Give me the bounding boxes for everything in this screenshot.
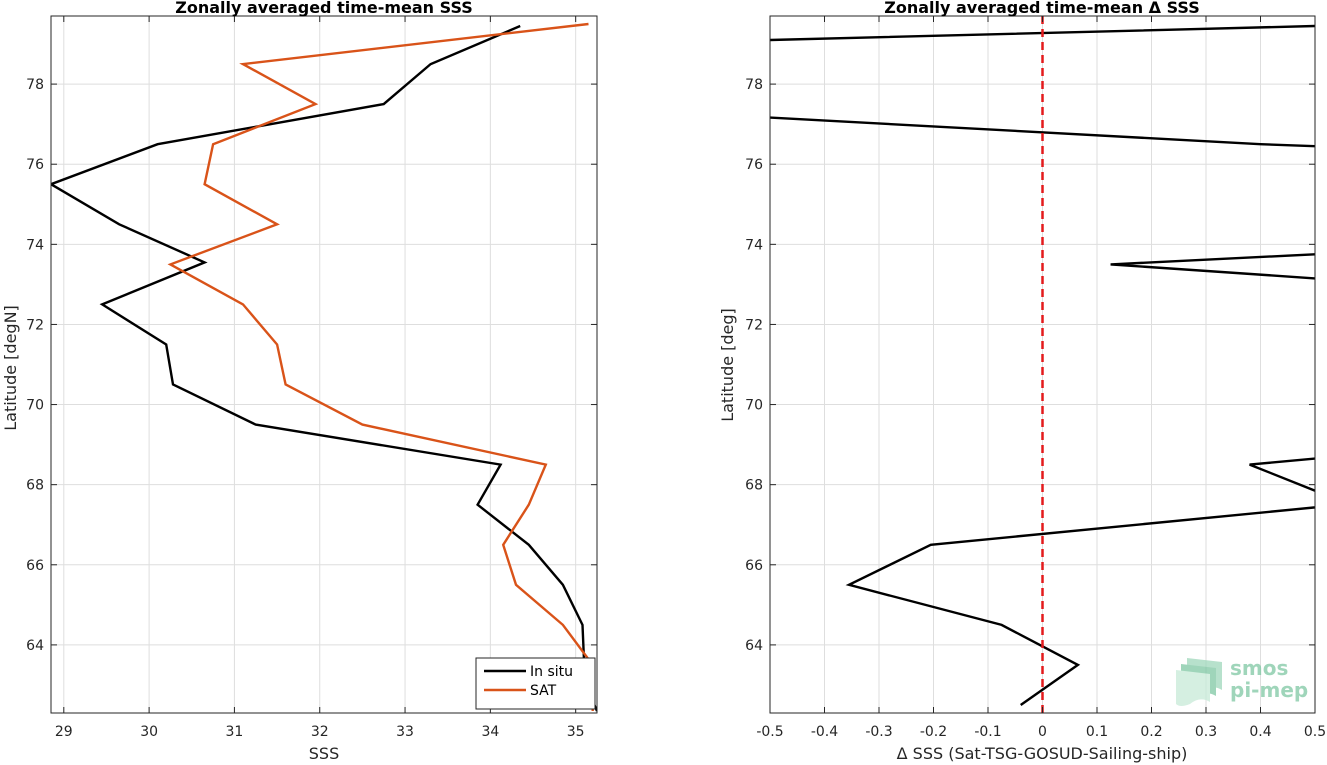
logo-text-line2: pi-mep (1230, 678, 1308, 702)
right-panel-delta-sss: -0.5 -0.4 -0.3 -0.2 -0.1 0 0.1 0.2 0.3 0.4 0.5 646… (718, 0, 1326, 763)
right-x-ticks: -0.5 -0.4 -0.3 -0.2 -0.1 0 0.1 0.2 0.3 0.4 0.5 (756, 16, 1326, 740)
logo-text-line1: smos (1230, 656, 1288, 680)
x-tick-label: 31 (226, 724, 244, 740)
x-tick-label: -0.4 (811, 724, 838, 740)
x-tick-label: 35 (567, 724, 585, 740)
y-tick-label: 68 (26, 478, 44, 494)
right-y-axis-label: Latitude [deg] (718, 308, 737, 422)
x-tick-label: 0.4 (1249, 724, 1271, 740)
left-series-group (51, 22, 597, 712)
legend: In situ SAT (475, 657, 596, 710)
y-tick-label: 78 (26, 77, 44, 93)
x-tick-label: 0.2 (1140, 724, 1162, 740)
y-tick-label: 64 (745, 638, 763, 654)
series-line-delta-0 (770, 24, 1315, 706)
left-axes-frame (50, 15, 598, 714)
left-chart-title: Zonally averaged time-mean SSS (175, 0, 473, 17)
left-grid (51, 16, 597, 713)
y-tick-label: 76 (26, 157, 44, 173)
left-x-ticks: 29 30 31 32 33 34 35 (55, 16, 585, 740)
y-tick-label: 66 (745, 558, 763, 574)
logo-wave-icon (1176, 658, 1222, 706)
y-tick-label: 64 (26, 638, 44, 654)
x-tick-label: 0.5 (1304, 724, 1326, 740)
legend-box (475, 657, 596, 710)
legend-label-in-situ: In situ (530, 664, 573, 680)
x-tick-label: 0.3 (1195, 724, 1217, 740)
y-tick-label: 74 (26, 237, 44, 253)
y-tick-label: 66 (26, 558, 44, 574)
right-chart-title: Zonally averaged time-mean Δ SSS (884, 0, 1200, 17)
y-tick-label: 72 (26, 317, 44, 333)
x-tick-label: -0.1 (974, 724, 1001, 740)
right-x-axis-label: Δ SSS (Sat-TSG-GOSUD-Sailing-ship) (897, 744, 1188, 763)
x-tick-label: 0.1 (1086, 724, 1108, 740)
y-tick-label: 76 (745, 157, 763, 173)
y-tick-label: 68 (745, 478, 763, 494)
x-tick-label: 34 (481, 724, 499, 740)
x-tick-label: -0.2 (920, 724, 947, 740)
y-tick-label: 74 (745, 237, 763, 253)
x-tick-label: 30 (140, 724, 158, 740)
right-y-ticks: 64 66 68 70 72 74 76 78 (745, 77, 1315, 654)
x-tick-label: -0.3 (865, 724, 892, 740)
x-tick-label: 32 (311, 724, 329, 740)
legend-label-sat: SAT (530, 683, 557, 699)
series-line-sat (167, 22, 594, 711)
left-y-ticks: 64 66 68 70 72 74 76 78 (26, 77, 597, 654)
x-tick-label: 0 (1038, 724, 1047, 740)
right-series-group (770, 24, 1315, 706)
series-line-in-situ (51, 24, 597, 712)
x-tick-label: 29 (55, 724, 73, 740)
x-tick-label: -0.5 (756, 724, 783, 740)
left-panel-sss: 29 30 31 32 33 34 35 64 66 68 70 72 74 76 78 Zonally … (1, 0, 598, 763)
left-y-axis-label: Latitude [degN] (1, 305, 20, 431)
y-tick-label: 72 (745, 317, 763, 333)
y-tick-label: 70 (26, 398, 44, 414)
smos-pi-mep-logo: smos pi-mep (1176, 656, 1308, 706)
left-x-axis-label: SSS (309, 744, 339, 763)
y-tick-label: 78 (745, 77, 763, 93)
y-tick-label: 70 (745, 398, 763, 414)
x-tick-label: 33 (396, 724, 414, 740)
